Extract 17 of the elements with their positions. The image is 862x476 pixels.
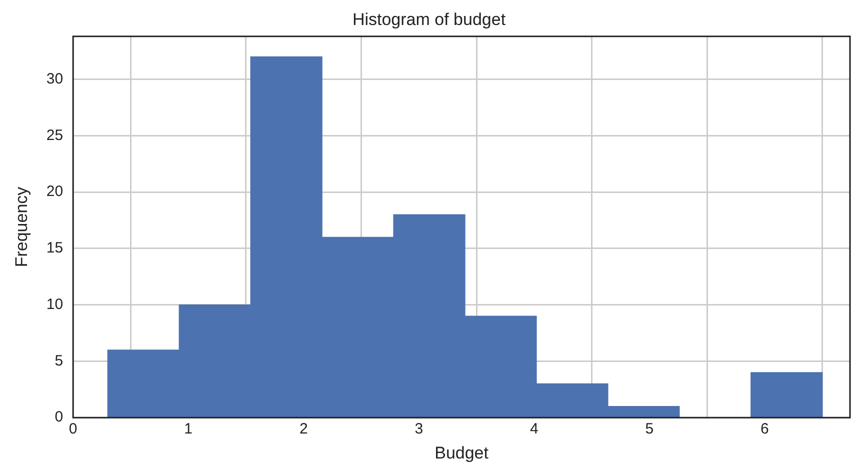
y-tick-label: 5 xyxy=(54,352,64,370)
x-tick-label: 1 xyxy=(184,420,193,438)
y-tick-label: 25 xyxy=(46,126,64,144)
x-tick-label: 6 xyxy=(760,420,769,438)
y-axis-title: Frequency xyxy=(12,186,31,268)
x-tick-label: 3 xyxy=(414,420,424,438)
x-tick-label: 0 xyxy=(68,420,78,438)
x-tick-label: 5 xyxy=(645,420,654,438)
x-tick-label: 2 xyxy=(299,420,308,438)
y-tick-label: 10 xyxy=(46,296,64,313)
y-tick-label: 0 xyxy=(54,408,64,426)
chart-title: Histogram of budget xyxy=(352,10,506,29)
y-tick-label: 15 xyxy=(46,240,64,257)
x-tick-label: 4 xyxy=(530,420,538,438)
y-tick-label: 20 xyxy=(46,183,64,200)
y-tick-label: 30 xyxy=(46,70,64,88)
x-axis-title: Budget xyxy=(434,443,489,462)
